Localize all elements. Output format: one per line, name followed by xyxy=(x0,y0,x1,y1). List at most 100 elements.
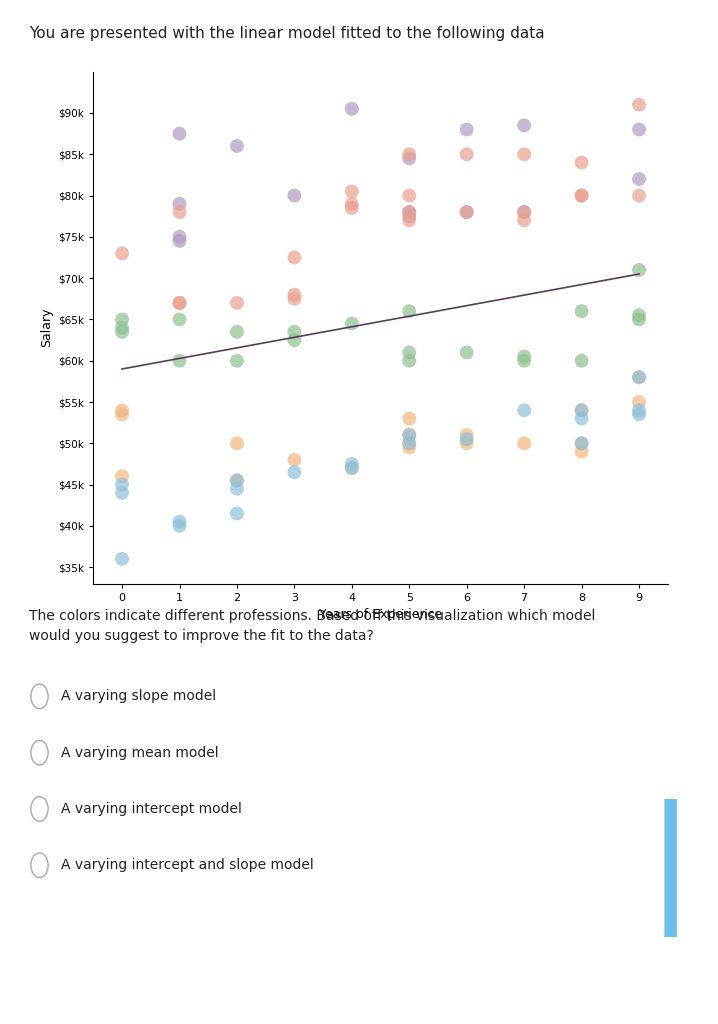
Point xyxy=(576,411,587,427)
Point xyxy=(576,303,587,319)
Point xyxy=(174,352,185,369)
Point xyxy=(633,394,645,411)
Point xyxy=(518,212,530,228)
Point xyxy=(461,146,472,163)
Point xyxy=(633,96,645,113)
Point xyxy=(461,121,472,137)
Point xyxy=(231,505,243,521)
Point xyxy=(116,551,128,567)
Point xyxy=(346,460,358,476)
Point xyxy=(174,228,185,245)
Point xyxy=(633,307,645,324)
Point xyxy=(289,291,300,307)
Point xyxy=(404,435,415,452)
Point xyxy=(461,431,472,447)
Point xyxy=(633,407,645,423)
Point xyxy=(404,344,415,360)
Point xyxy=(576,443,587,460)
Point xyxy=(633,311,645,328)
Point xyxy=(518,117,530,133)
Point xyxy=(174,514,185,530)
Point xyxy=(404,204,415,220)
Point xyxy=(231,324,243,340)
Point xyxy=(633,262,645,279)
Point xyxy=(518,402,530,419)
Point xyxy=(404,208,415,224)
Point xyxy=(404,427,415,443)
Point xyxy=(174,295,185,311)
Point xyxy=(116,468,128,484)
Point xyxy=(461,204,472,220)
Point xyxy=(633,187,645,204)
Point xyxy=(576,402,587,419)
Point xyxy=(518,352,530,369)
Point xyxy=(576,435,587,452)
Point xyxy=(633,369,645,385)
Point xyxy=(404,352,415,369)
Point xyxy=(518,348,530,365)
Point xyxy=(231,472,243,488)
Point xyxy=(461,344,472,360)
Point xyxy=(576,187,587,204)
Point xyxy=(404,435,415,452)
Point xyxy=(404,151,415,167)
Point xyxy=(231,352,243,369)
Point xyxy=(116,319,128,336)
Point xyxy=(633,402,645,419)
Point xyxy=(346,200,358,216)
Point xyxy=(633,171,645,187)
Point xyxy=(116,311,128,328)
Point xyxy=(461,427,472,443)
Point xyxy=(174,311,185,328)
Point xyxy=(346,196,358,212)
Point xyxy=(576,402,587,419)
Point xyxy=(404,427,415,443)
Point xyxy=(174,295,185,311)
Y-axis label: Salary: Salary xyxy=(39,308,52,347)
Point xyxy=(518,435,530,452)
Point xyxy=(116,324,128,340)
Point xyxy=(404,212,415,228)
Point xyxy=(346,315,358,332)
Point xyxy=(518,204,530,220)
Point xyxy=(289,287,300,303)
Point xyxy=(231,435,243,452)
Point xyxy=(346,456,358,472)
Point xyxy=(404,204,415,220)
Point xyxy=(404,187,415,204)
Point xyxy=(576,187,587,204)
Text: You are presented with the linear model fitted to the following data: You are presented with the linear model … xyxy=(29,26,544,41)
Point xyxy=(174,204,185,220)
Point xyxy=(576,155,587,171)
Point xyxy=(174,125,185,141)
Point xyxy=(174,518,185,535)
Point xyxy=(289,464,300,480)
Point xyxy=(174,196,185,212)
Point xyxy=(116,245,128,261)
Text: A varying intercept and slope model: A varying intercept and slope model xyxy=(61,858,314,872)
Point xyxy=(633,121,645,137)
Point xyxy=(116,402,128,419)
Point xyxy=(461,204,472,220)
Text: The colors indicate different professions. Based off this visualization which mo: The colors indicate different profession… xyxy=(29,609,595,643)
Point xyxy=(404,146,415,163)
Point xyxy=(518,146,530,163)
Point xyxy=(576,352,587,369)
Point xyxy=(116,476,128,493)
Text: A varying intercept model: A varying intercept model xyxy=(61,802,242,816)
Point xyxy=(289,332,300,348)
Text: A varying slope model: A varying slope model xyxy=(61,689,216,703)
Point xyxy=(116,484,128,501)
Point xyxy=(289,452,300,468)
Point xyxy=(576,435,587,452)
Point xyxy=(518,204,530,220)
Point xyxy=(404,439,415,456)
Text: A varying mean model: A varying mean model xyxy=(61,745,219,760)
Point xyxy=(289,249,300,265)
Point xyxy=(346,460,358,476)
Point xyxy=(289,187,300,204)
Point xyxy=(116,407,128,423)
Point xyxy=(633,369,645,385)
Point xyxy=(174,232,185,249)
Point xyxy=(346,183,358,200)
